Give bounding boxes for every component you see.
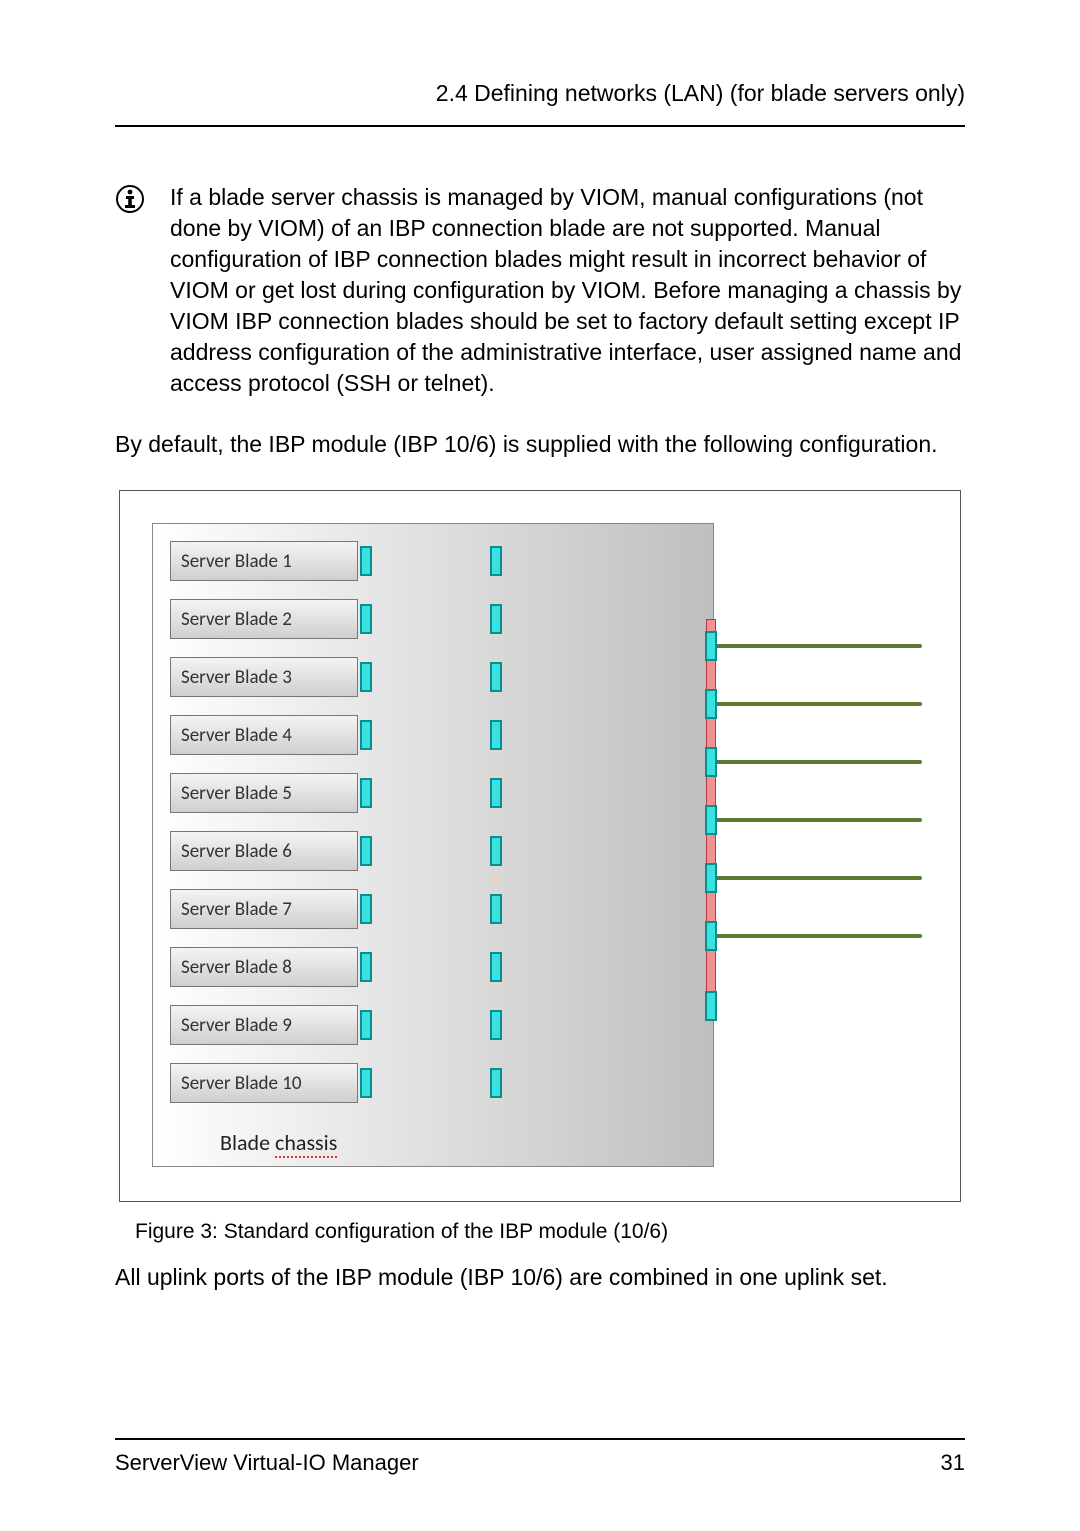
blade-port	[360, 1068, 372, 1098]
blade-port	[360, 1010, 372, 1040]
blade-port	[360, 952, 372, 982]
section-header: 2.4 Defining networks (LAN) (for blade s…	[115, 80, 965, 127]
ibp-uplink-port	[705, 689, 717, 719]
ibp-internal-port	[490, 604, 502, 634]
ibp-uplink-port	[705, 631, 717, 661]
server-blade-box: Server Blade 4	[170, 715, 358, 755]
ibp-internal-port	[490, 894, 502, 924]
chassis-label: Blade chassis	[220, 1129, 337, 1156]
blade-port	[360, 604, 372, 634]
figure-caption: Figure 3: Standard configuration of the …	[135, 1220, 965, 1244]
ibp-internal-port	[490, 720, 502, 750]
footer-page-number: 31	[941, 1450, 965, 1476]
ibp-uplink-port	[705, 921, 717, 951]
ibp-internal-port	[490, 662, 502, 692]
info-note-text: If a blade server chassis is managed by …	[170, 182, 965, 399]
info-note-block: If a blade server chassis is managed by …	[115, 182, 965, 399]
ibp-internal-port	[490, 1010, 502, 1040]
figure-ibp-diagram: Server Blade 1 Server Blade 2 Server Blade…	[119, 490, 961, 1202]
server-blade-box: Server Blade 5	[170, 773, 358, 813]
paragraph-uplink: All uplink ports of the IBP module (IBP …	[115, 1262, 965, 1293]
paragraph-default-config: By default, the IBP module (IBP 10/6) is…	[115, 429, 965, 460]
ibp-uplink-port	[705, 747, 717, 777]
server-blade-box: Server Blade 2	[170, 599, 358, 639]
ibp-internal-port	[490, 836, 502, 866]
server-blade-box: Server Blade 1	[170, 541, 358, 581]
server-blade-box: Server Blade 8	[170, 947, 358, 987]
server-blade-box: Server Blade 9	[170, 1005, 358, 1045]
page: 2.4 Defining networks (LAN) (for blade s…	[0, 0, 1080, 1531]
server-blade-box: Server Blade 7	[170, 889, 358, 929]
ibp-uplink-port	[705, 805, 717, 835]
ibp-uplink-port	[705, 991, 717, 1021]
ibp-internal-port	[490, 778, 502, 808]
server-blade-box: Server Blade 10	[170, 1063, 358, 1103]
footer-product: ServerView Virtual-IO Manager	[115, 1450, 419, 1476]
blade-port	[360, 662, 372, 692]
ibp-internal-port	[490, 546, 502, 576]
server-blade-box: Server Blade 3	[170, 657, 358, 697]
ibp-internal-port	[490, 952, 502, 982]
blade-port	[360, 894, 372, 924]
info-icon	[115, 184, 145, 399]
server-blade-box: Server Blade 6	[170, 831, 358, 871]
blade-port	[360, 720, 372, 750]
blade-port	[360, 836, 372, 866]
page-footer: ServerView Virtual-IO Manager 31	[115, 1438, 965, 1476]
ibp-uplink-port	[705, 863, 717, 893]
ibp-internal-port	[490, 1068, 502, 1098]
blade-port	[360, 778, 372, 808]
blade-port	[360, 546, 372, 576]
